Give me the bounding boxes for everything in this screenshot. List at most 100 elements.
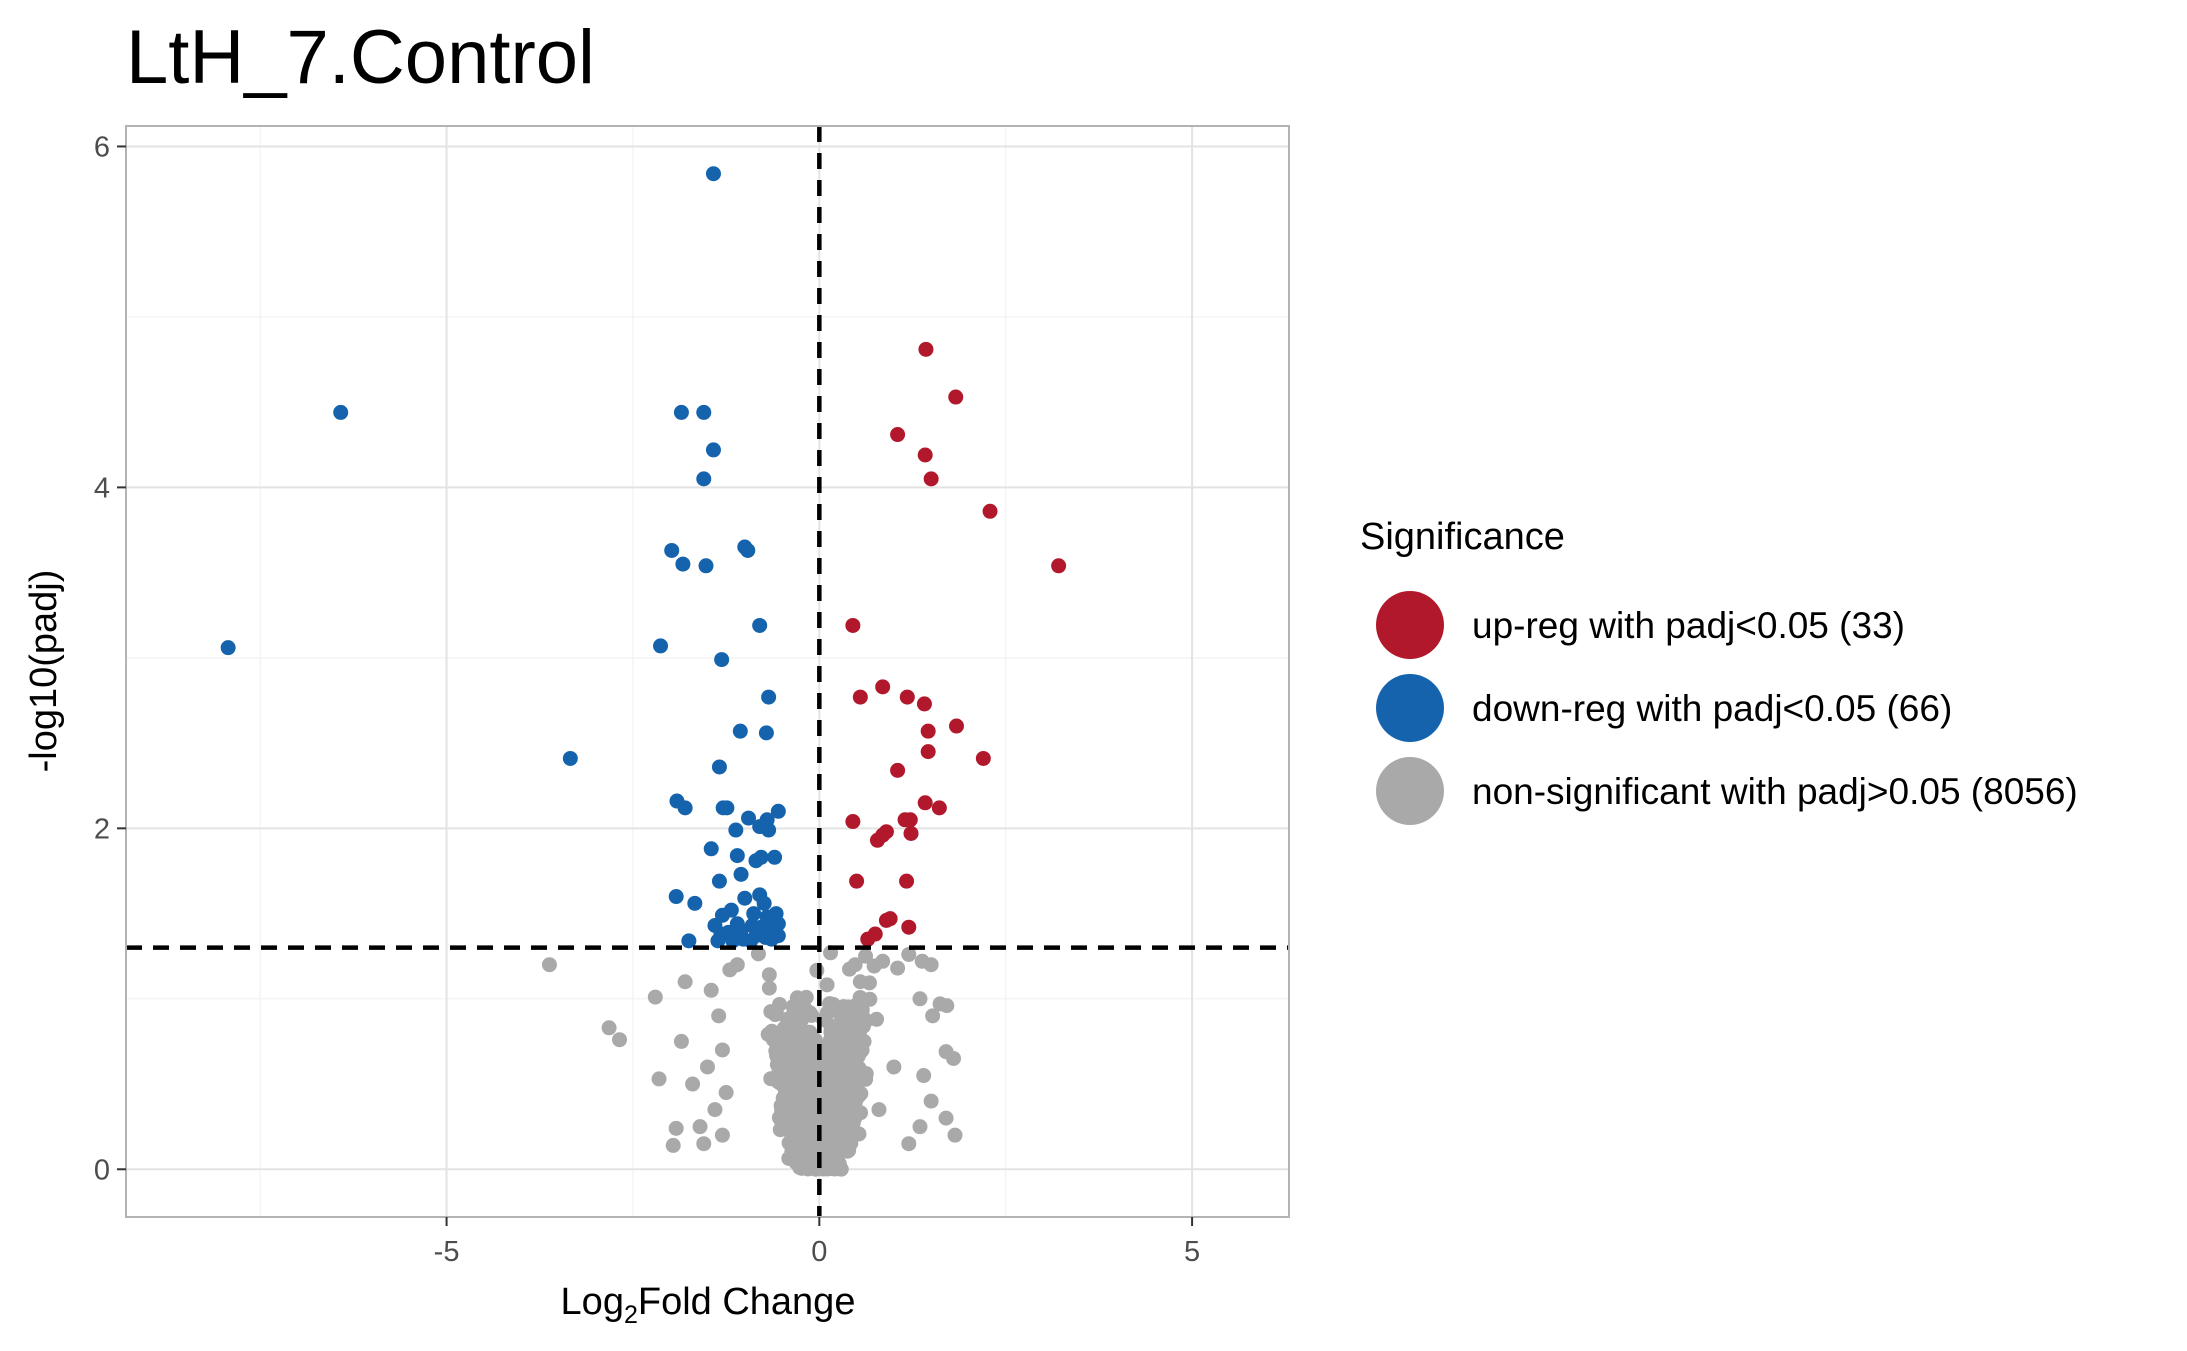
nonsignificant-point: [668, 1120, 684, 1136]
nonsignificant-point: [824, 1061, 840, 1077]
nonsignificant-point: [823, 1000, 839, 1016]
upregulated-point: [860, 931, 876, 947]
upregulated-point: [1051, 558, 1067, 574]
nonsignificant-point: [677, 974, 693, 990]
nonsignificant-point: [845, 1076, 861, 1092]
nonsignificant-point: [761, 967, 777, 983]
legend: Significance up-reg with padj<0.05 (33) d…: [1360, 516, 2078, 825]
nonsignificant-point: [916, 1068, 932, 1084]
upregulated-point: [975, 750, 991, 766]
downregulated-point: [705, 166, 721, 182]
nonsignificant-point: [851, 1046, 867, 1062]
nonsignificant-point: [541, 957, 557, 973]
downregulated-point: [761, 689, 777, 705]
nonsignificant-point: [612, 1032, 628, 1048]
nonsignificant-point: [763, 1004, 779, 1020]
nonsignificant-point: [939, 998, 955, 1014]
axis-ticks: -5 0 5 0 2 4 6: [94, 131, 1200, 1268]
downregulated-point: [714, 652, 730, 668]
nonsignificant-point: [780, 1065, 796, 1081]
downregulated-point: [753, 849, 769, 865]
nonsignificant-point: [801, 1158, 817, 1174]
downregulated-point: [728, 822, 744, 838]
nonsignificant-point: [901, 1136, 917, 1152]
downregulated-point: [767, 849, 783, 865]
nonsignificant-point: [700, 1059, 715, 1075]
x-tick-label: 0: [811, 1236, 827, 1268]
downregulated-point: [733, 866, 749, 882]
plot-panel: [125, 125, 1290, 1218]
nonsignificant-point: [829, 1142, 845, 1158]
nonsignificant-point: [601, 1020, 617, 1036]
nonsignificant-point: [890, 960, 906, 976]
downregulated-point: [710, 933, 726, 949]
upregulated-point: [920, 744, 936, 760]
downregulated-point: [681, 933, 697, 949]
nonsignificant-point: [871, 1102, 887, 1118]
nonsignificant-point: [750, 946, 766, 962]
downregulated-point: [711, 759, 727, 775]
nonsignificant-point: [825, 1073, 841, 1089]
gridlines: [126, 126, 1289, 1217]
nonsignificant-point: [925, 1008, 941, 1024]
upregulated-point: [903, 825, 919, 841]
x-axis-title-suffix: Fold Change: [638, 1281, 856, 1323]
downregulated-point: [333, 404, 349, 420]
nonsignificant-point: [786, 1014, 802, 1030]
legend-key: [1376, 674, 1444, 742]
nonsignificant-point: [788, 1115, 804, 1131]
nonsignificant-point: [819, 977, 835, 993]
x-axis-title-prefix: Log: [561, 1281, 624, 1323]
nonsignificant-point: [831, 1041, 847, 1057]
nonsignificant-point: [729, 957, 745, 973]
nonsignificant-point: [785, 998, 801, 1014]
nonsignificant-point: [685, 1076, 701, 1092]
nonsignificant-point: [714, 1042, 730, 1058]
upregulated-point: [869, 832, 885, 848]
nonsignificant-point: [842, 1060, 858, 1076]
downregulated-point: [746, 906, 762, 922]
nonsignificant-point: [797, 1007, 813, 1023]
downregulated-point: [673, 404, 689, 420]
upregulated-point: [852, 689, 868, 705]
upregulated-point: [899, 689, 915, 705]
nonsignificant-point: [799, 1060, 815, 1076]
nonsignificant-point: [821, 1157, 837, 1173]
downregulated-point: [743, 933, 759, 949]
nonsignificant-point: [947, 1127, 963, 1143]
y-tick-label: 0: [94, 1154, 110, 1186]
nonsignificant-point: [912, 991, 928, 1007]
downregulated-point: [770, 928, 786, 944]
legend-label: down-reg with padj<0.05 (66): [1472, 688, 1952, 729]
downregulated-point: [756, 895, 772, 911]
legend-key: [1376, 591, 1444, 659]
upregulated-point: [916, 696, 932, 712]
downregulated-point: [761, 822, 777, 838]
downregulated-point: [741, 810, 757, 826]
legend-key: [1376, 757, 1444, 825]
downregulated-point: [653, 638, 669, 654]
nonsignificant-point: [886, 1059, 902, 1075]
upregulated-point: [890, 427, 906, 443]
nonsignificant-point: [703, 982, 719, 998]
downregulated-point: [752, 617, 768, 633]
downregulated-point: [729, 848, 745, 864]
downregulated-point: [696, 471, 712, 487]
downregulated-point: [220, 640, 236, 656]
x-tick-label: -5: [434, 1236, 460, 1268]
downregulated-point: [711, 873, 727, 889]
nonsignificant-point: [875, 953, 891, 969]
nonsignificant-point: [836, 999, 852, 1015]
nonsignificant-point: [790, 1041, 806, 1057]
nonsignificant-point: [858, 948, 874, 964]
upregulated-point: [920, 723, 936, 739]
chart-title: LtH_7.Control: [126, 15, 595, 100]
downregulated-point: [770, 803, 786, 819]
nonsignificant-point: [802, 1081, 818, 1097]
nonsignificant-point: [854, 1002, 870, 1018]
nonsignificant-point: [852, 974, 868, 990]
upregulated-point: [890, 762, 906, 778]
y-tick-label: 2: [94, 813, 110, 845]
upregulated-point: [901, 919, 917, 935]
